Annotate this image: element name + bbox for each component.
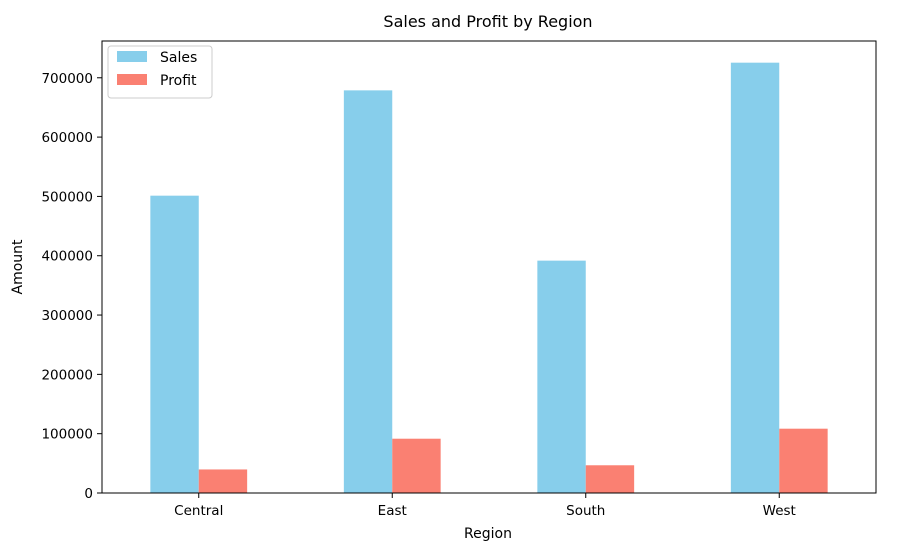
x-tick-label-east: East	[378, 503, 407, 519]
x-tick-label-south: South	[566, 503, 605, 519]
legend-swatch-profit	[117, 74, 147, 85]
plot-frame	[101, 40, 877, 494]
y-tick-label: 100000	[41, 427, 93, 443]
bar-profit-central	[198, 469, 248, 493]
bar-sales-central	[150, 195, 199, 493]
y-tick-label: 0	[84, 486, 93, 502]
legend-label-sales: Sales	[160, 50, 197, 66]
x-axis: Central East South West	[174, 493, 796, 519]
y-tick-label: 600000	[41, 130, 93, 146]
bars-layer	[150, 62, 828, 494]
chart-title: Sales and Profit by Region	[383, 12, 592, 31]
legend: Sales Profit	[107, 45, 213, 99]
x-tick-label-west: West	[763, 503, 796, 519]
bar-profit-west	[779, 428, 828, 493]
y-tick-label: 200000	[41, 367, 93, 383]
y-tick-label: 500000	[41, 189, 93, 205]
y-tick-label: 300000	[41, 308, 93, 324]
bar-profit-east	[392, 438, 441, 493]
y-axis-label: Amount	[10, 239, 26, 295]
y-axis: 0 100000 200000 300000 400000 500000 600000 700…	[41, 71, 102, 502]
x-tick-label-central: Central	[174, 503, 223, 519]
bar-sales-west	[730, 62, 780, 494]
x-axis-label: Region	[464, 526, 512, 542]
legend-swatch-sales	[117, 51, 147, 62]
bar-profit-south	[585, 465, 635, 493]
bar-sales-south	[537, 260, 586, 493]
legend-label-profit: Profit	[160, 73, 197, 89]
bar-sales-east	[343, 90, 393, 494]
y-tick-label: 700000	[41, 71, 93, 87]
y-tick-label: 400000	[41, 249, 93, 265]
